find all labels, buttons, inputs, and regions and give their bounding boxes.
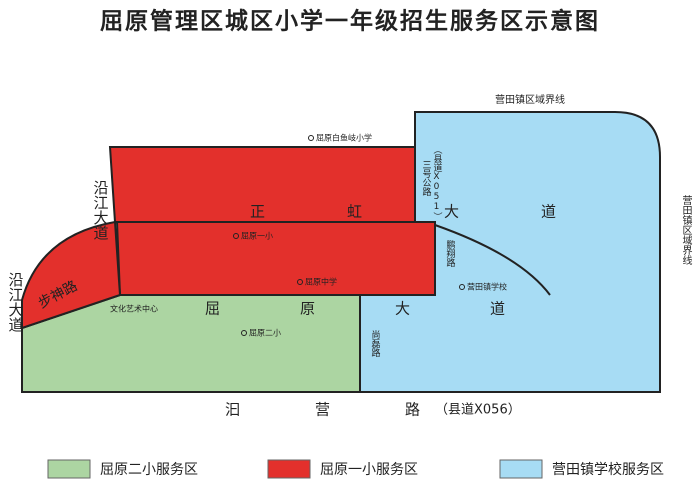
map-title: 屈原管理区城区小学一年级招生服务区示意图 <box>100 8 600 35</box>
place-label: 屈原二小 <box>249 329 281 338</box>
legend-swatch <box>499 459 543 479</box>
boundary-label: 营田镇区域界线 <box>495 93 565 106</box>
place-dot <box>241 330 247 336</box>
legend-swatch <box>47 459 91 479</box>
place-label: 屈原中学 <box>305 277 337 287</box>
place-dot <box>297 279 303 285</box>
place-label: 文化艺术中心 <box>110 304 158 314</box>
road-note: （县道X051） <box>432 145 443 221</box>
place-dot <box>233 233 239 239</box>
legend-label: 屈原二小服务区 <box>100 462 198 478</box>
place-dot <box>308 135 314 141</box>
road-note: （县道X056） <box>435 403 521 418</box>
road-label: 三号公路 <box>421 160 432 197</box>
road-label: 尚磊路 <box>370 329 381 358</box>
road-label: 汩营路 <box>225 401 495 419</box>
road-label: 正虹大道 <box>250 203 638 221</box>
place-label: 屈原一小 <box>241 232 273 241</box>
road-label: 沿江大道 <box>7 272 25 332</box>
place-label: 营田镇学校 <box>467 282 507 292</box>
boundary-label: 营田镇区域界线 <box>680 194 692 265</box>
legend-swatch <box>267 459 311 479</box>
road-label: 屈原大道 <box>205 300 585 318</box>
place-dot <box>459 284 465 290</box>
road-label: 鹏翔路 <box>445 239 456 268</box>
road-label: 沿江大道 <box>92 180 110 240</box>
road-line <box>434 224 551 296</box>
place-label: 屈原白鱼岐小学 <box>316 133 372 143</box>
yixiao-zone-west <box>21 220 122 330</box>
legend-label: 屈原一小服务区 <box>320 462 418 478</box>
legend-label: 营田镇学校服务区 <box>552 461 664 478</box>
